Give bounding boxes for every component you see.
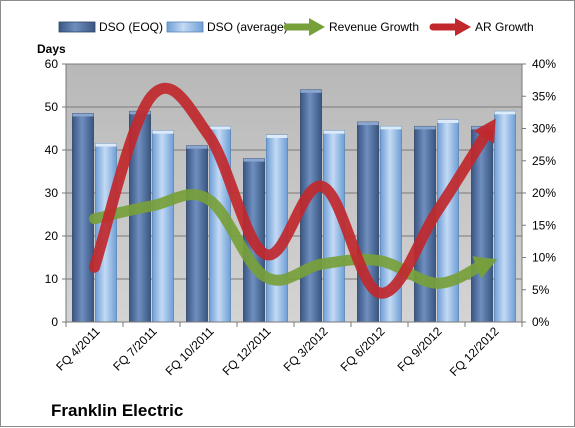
bar-dso-average-7	[494, 110, 516, 323]
bar-top-dso-average-0	[95, 143, 117, 147]
legend-swatch-dso-eoq	[58, 21, 96, 33]
y2-tick-label: 0%	[532, 315, 550, 329]
bar-dso-average-1	[152, 130, 174, 323]
bar-top-dso-eoq-0	[72, 113, 94, 117]
bar-dso-eoq-2	[186, 145, 208, 323]
x-tick-label: FQ 12/2012	[447, 324, 502, 379]
line-revenue-growth	[89, 189, 486, 289]
legend-arrow-revenue-growth	[309, 18, 325, 36]
y2-tick-label: 15%	[532, 218, 556, 232]
x-tick-label: FQ 6/2012	[338, 324, 388, 374]
y-tick-label: 60	[45, 57, 59, 71]
y-tick-label: 20	[45, 229, 59, 243]
x-tick-label: FQ 3/2012	[281, 324, 331, 374]
y2-tick-label: 40%	[532, 57, 556, 71]
y-tick-label: 50	[45, 100, 59, 114]
bar-top-dso-average-2	[209, 126, 231, 130]
growth-lines	[89, 82, 498, 299]
legend-label-ar-growth: AR Growth	[475, 20, 534, 34]
y-tick-label: 40	[45, 143, 59, 157]
bar-top-dso-eoq-6	[414, 126, 436, 130]
bar-top-dso-eoq-2	[186, 145, 208, 149]
x-axis-ticks: FQ 4/2011 FQ 7/2011 FQ 10/2011 FQ 12/2011 FQ…	[53, 324, 502, 379]
y2-tick-label: 30%	[532, 122, 556, 136]
bar-top-dso-average-5	[380, 126, 402, 130]
bar-top-dso-eoq-5	[357, 122, 379, 126]
y-tick-label: 10	[45, 272, 59, 286]
legend-label-revenue-growth: Revenue Growth	[329, 20, 419, 34]
y2-tick-label: 5%	[532, 283, 550, 297]
legend-label-dso-average: DSO (average)	[207, 20, 288, 34]
left-axis-ticks: 0 10 20 30 40 50 60	[45, 57, 66, 329]
bar-top-dso-average-4	[323, 130, 345, 134]
y2-tick-label: 25%	[532, 154, 556, 168]
legend-label-dso-eoq: DSO (EOQ)	[99, 20, 163, 34]
right-axis-ticks: 0% 5% 10% 15% 20% 25% 30% 35% 40%	[522, 57, 556, 329]
y2-tick-label: 35%	[532, 89, 556, 103]
x-tick-label: FQ 10/2011	[163, 324, 217, 378]
arrowhead-revenue-growth	[472, 256, 498, 279]
y-axis-title: Days	[37, 42, 66, 56]
y-tick-label: 0	[51, 315, 58, 329]
legend-arrow-ar-growth	[455, 18, 471, 36]
y2-tick-label: 10%	[532, 251, 556, 265]
x-tick-label: FQ 12/2011	[220, 324, 274, 378]
bar-top-dso-average-1	[152, 130, 174, 134]
x-tick-label: FQ 9/2012	[395, 324, 445, 374]
company-name: Franklin Electric	[51, 401, 183, 420]
y2-tick-label: 20%	[532, 186, 556, 200]
legend: DSO (EOQ) DSO (average) Revenue Growth AR G…	[58, 18, 534, 36]
bar-top-dso-eoq-4	[300, 89, 322, 93]
bar-dso-average-6	[437, 119, 459, 323]
bar-top-dso-average-6	[437, 119, 459, 123]
arrowhead-ar-growth	[473, 118, 496, 144]
x-tick-label: FQ 7/2011	[110, 324, 160, 374]
legend-swatch-dso-average	[166, 21, 204, 33]
y-tick-label: 30	[45, 186, 59, 200]
bar-top-dso-eoq-3	[243, 158, 265, 162]
line-ar-growth	[89, 82, 492, 299]
x-tick-label: FQ 4/2011	[53, 324, 103, 374]
bar-top-dso-average-7	[494, 111, 516, 115]
bar-top-dso-average-3	[266, 134, 288, 138]
